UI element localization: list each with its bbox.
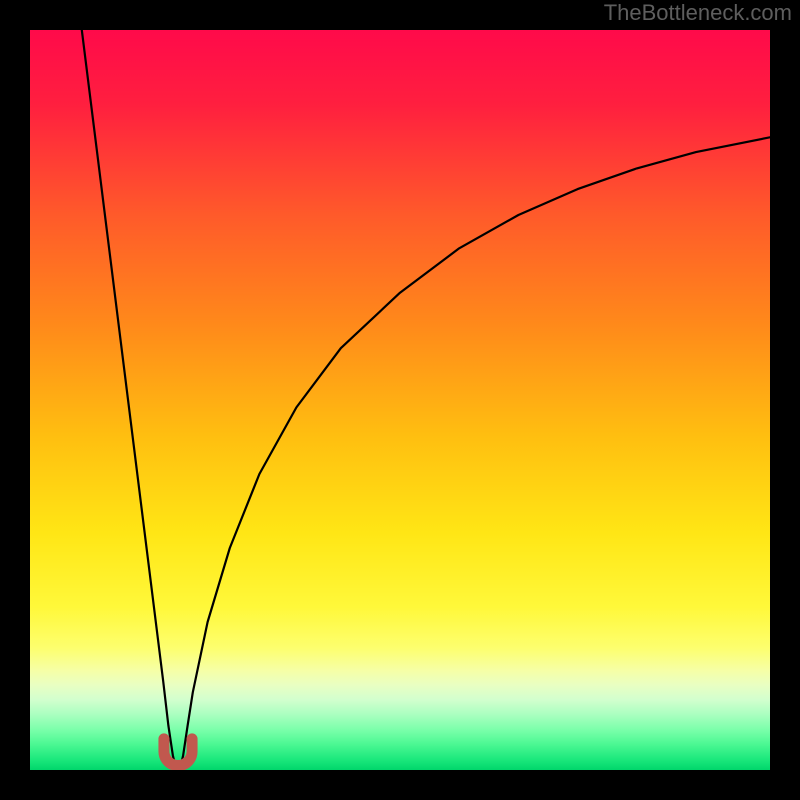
chart-svg [0, 0, 800, 800]
gradient-background [30, 30, 770, 770]
chart-stage: TheBottleneck.com [0, 0, 800, 800]
watermark-label: TheBottleneck.com [604, 0, 792, 26]
